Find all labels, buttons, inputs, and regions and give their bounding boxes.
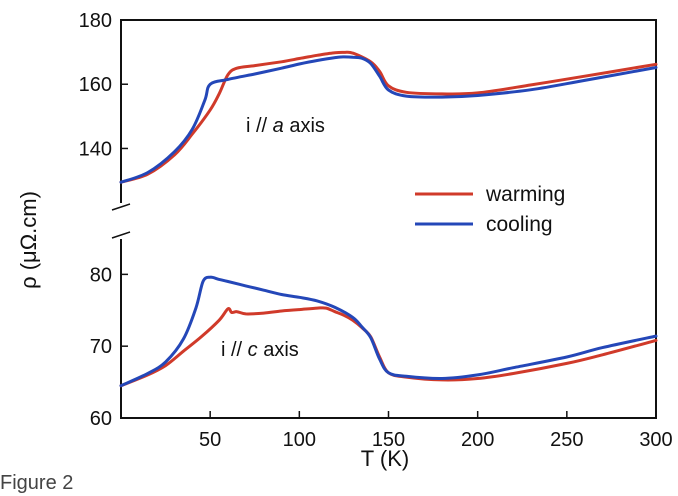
y-axis-title: ρ (μΩ.cm) <box>16 191 41 289</box>
plot-frame <box>120 19 657 419</box>
series-layer <box>119 50 658 388</box>
x-tick-label: 250 <box>550 429 583 451</box>
y-tick-label: 160 <box>79 74 112 96</box>
y-tick-label: 80 <box>90 264 112 286</box>
legend-warming-label: warming <box>485 183 565 206</box>
figure-caption: Figure 2 <box>0 472 74 494</box>
y-tick-label: 140 <box>79 138 112 160</box>
x-tick-label: 200 <box>461 429 494 451</box>
x-axis-title: T (K) <box>361 446 409 471</box>
legend-cooling-label: cooling <box>486 213 553 236</box>
panel-label-a: i // a axis <box>246 115 325 137</box>
x-tick-label: 300 <box>639 429 672 451</box>
x-tick-label: 100 <box>283 429 316 451</box>
series-line-warming-c <box>119 306 658 388</box>
panel-label-c: i // c axis <box>221 339 299 361</box>
series-line-warming-a <box>119 50 658 184</box>
y-tick-label: 60 <box>90 408 112 430</box>
legend: warming cooling <box>415 183 565 236</box>
y-tick-label: 180 <box>79 10 112 32</box>
series-line-cooling-a <box>119 55 658 184</box>
y-tick-label: 70 <box>90 336 112 358</box>
x-tick-label: 50 <box>199 429 221 451</box>
axis-break-mark <box>111 203 131 239</box>
series-line-cooling-c <box>119 275 658 388</box>
ticks-layer: 50 100 150 200 250 300 140 160 180 60 70 80 <box>79 10 673 451</box>
x-tick-label: 150 <box>372 429 405 451</box>
